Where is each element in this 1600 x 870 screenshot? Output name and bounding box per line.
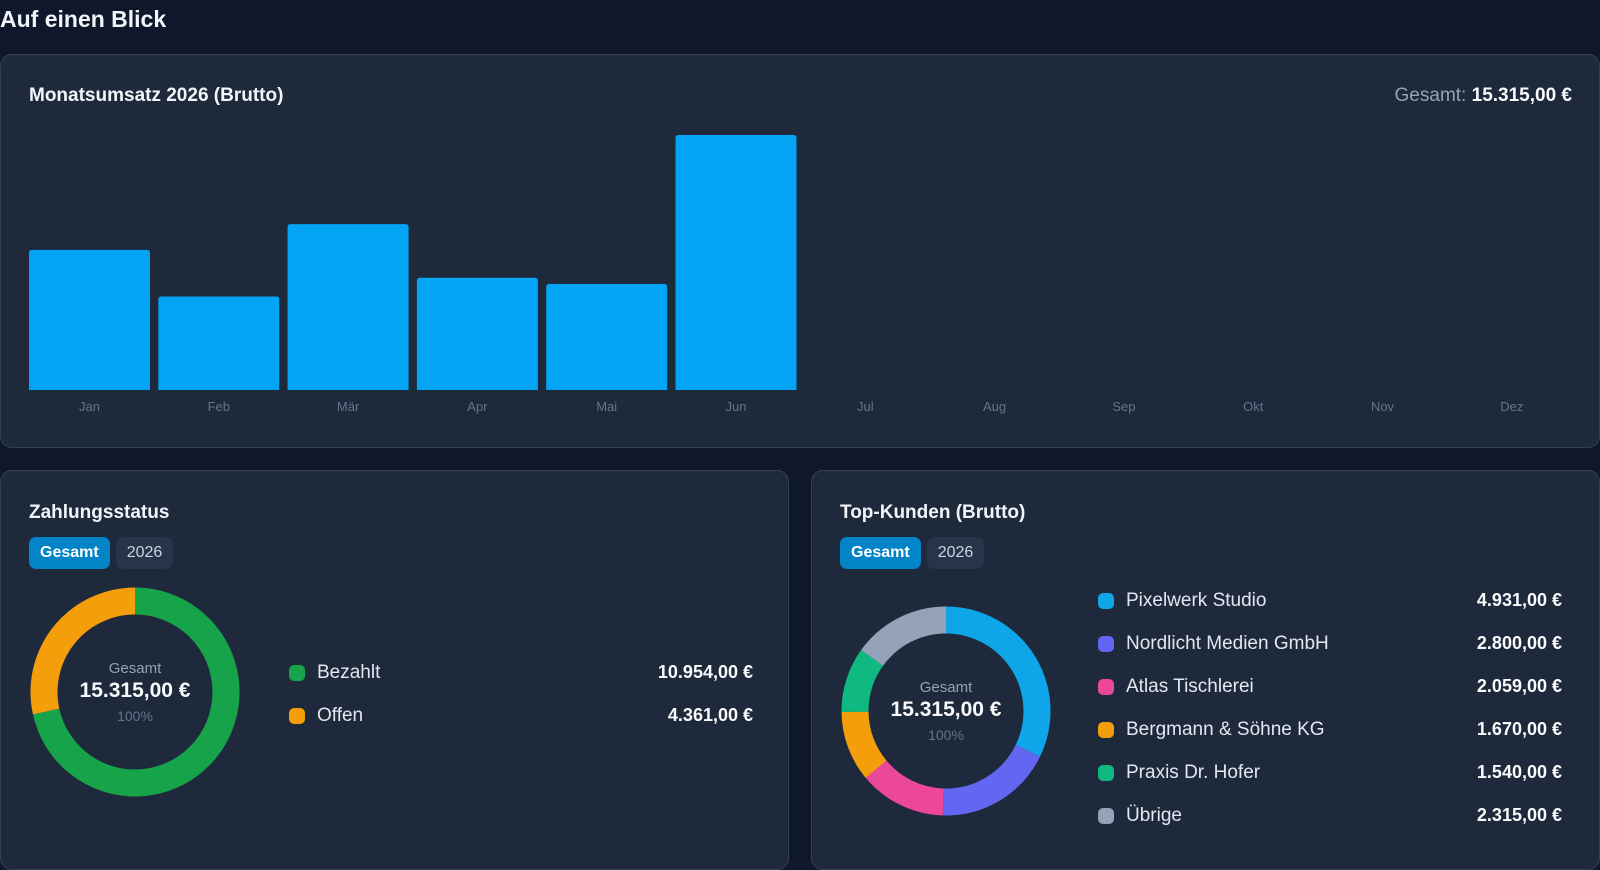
customers-donut-value: 15.315,00 € xyxy=(890,698,1002,721)
legend-item-value: 1.670,00 € xyxy=(1476,719,1562,739)
x-tick-label: Sep xyxy=(1112,399,1135,414)
legend-item-name: Pixelwerk Studio xyxy=(1126,589,1267,611)
x-tick-label: Jul xyxy=(857,399,874,414)
customers-donut-label: Gesamt xyxy=(919,679,973,696)
legend-item-customer: Übrige 2.315,00 € xyxy=(1098,794,1562,837)
payment-tab-gesamt[interactable]: Gesamt xyxy=(29,537,110,569)
x-tick-label: Apr xyxy=(467,399,488,414)
revenue-total-label: Gesamt: xyxy=(1394,85,1467,106)
x-tick-label: Aug xyxy=(983,399,1006,414)
x-tick-label: Mai xyxy=(596,399,617,414)
bar-feb[interactable] xyxy=(158,296,280,390)
x-tick-label: Jan xyxy=(79,399,100,414)
legend-item-bezahlt: Bezahlt 10.954,00 € xyxy=(289,651,753,694)
bar-apr[interactable] xyxy=(416,277,538,390)
legend-item-value: 2.800,00 € xyxy=(1476,633,1562,653)
customers-legend: Pixelwerk Studio 4.931,00 € Nordlicht Me… xyxy=(1098,579,1562,837)
payment-tab-2026[interactable]: 2026 xyxy=(115,537,174,569)
payment-donut-value: 15.315,00 € xyxy=(79,679,191,702)
payment-donut-chart: Gesamt 15.315,00 € 100% xyxy=(28,585,242,799)
monthly-revenue-card: Monatsumsatz 2026 (Brutto) Gesamt: 15.31… xyxy=(0,54,1600,448)
customers-tab-2026[interactable]: 2026 xyxy=(926,537,985,569)
legend-item-name: Offen xyxy=(317,704,364,726)
customers-donut-chart: Gesamt 15.315,00 € 100% xyxy=(839,604,1053,818)
customers-slice-5[interactable] xyxy=(841,606,1051,816)
revenue-card-title: Monatsumsatz 2026 (Brutto) xyxy=(29,85,284,106)
customers-slice-4[interactable] xyxy=(841,606,1051,816)
bar-jan[interactable] xyxy=(29,249,150,390)
legend-item-value: 4.931,00 € xyxy=(1476,590,1562,610)
legend-item-name: Bergmann & Söhne KG xyxy=(1126,718,1325,740)
legend-item-customer: Nordlicht Medien GmbH 2.800,00 € xyxy=(1098,622,1562,665)
monthly-revenue-bar-chart: Jan Feb Mär Apr Mai Jun Jul Aug Sep Okt Nov Dez xyxy=(29,135,1523,414)
payment-period-toggle: Gesamt 2026 xyxy=(29,537,174,569)
revenue-total-value: 15.315,00 € xyxy=(1471,85,1572,106)
legend-item-name: Bezahlt xyxy=(317,661,381,683)
payment-card-title: Zahlungsstatus xyxy=(29,502,170,523)
legend-item-name: Atlas Tischlerei xyxy=(1126,675,1254,697)
payment-donut-center: Gesamt 15.315,00 € 100% xyxy=(28,585,242,799)
legend-item-name: Nordlicht Medien GmbH xyxy=(1126,632,1329,654)
bezahlt-color-dot xyxy=(289,664,305,681)
page-title: Auf einen Blick xyxy=(0,6,167,32)
customer-color-dot xyxy=(1098,721,1114,738)
legend-item-customer: Bergmann & Söhne KG 1.670,00 € xyxy=(1098,708,1562,751)
legend-item-customer: Pixelwerk Studio 4.931,00 € xyxy=(1098,579,1562,622)
top-customers-card: Top-Kunden (Brutto) Gesamt 2026 Gesamt 1… xyxy=(811,470,1600,870)
customers-card-title: Top-Kunden (Brutto) xyxy=(840,502,1026,523)
customer-color-dot xyxy=(1098,635,1114,652)
payment-status-card: Zahlungsstatus Gesamt 2026 Gesamt 15.315… xyxy=(0,470,789,870)
bar-mär[interactable] xyxy=(287,224,409,390)
x-tick-label: Okt xyxy=(1243,399,1264,414)
customer-color-dot xyxy=(1098,807,1114,824)
payment-slice-1[interactable] xyxy=(30,587,240,797)
customers-donut-percent: 100% xyxy=(928,727,964,743)
customers-slice-1[interactable] xyxy=(841,606,1051,816)
legend-item-value: 4.361,00 € xyxy=(667,705,753,725)
customer-color-dot xyxy=(1098,764,1114,781)
payment-legend: Bezahlt 10.954,00 € Offen 4.361,00 € xyxy=(289,651,753,737)
x-tick-label: Jun xyxy=(726,399,747,414)
legend-item-value: 10.954,00 € xyxy=(657,662,753,682)
revenue-total: Gesamt: 15.315,00 € xyxy=(1395,85,1572,107)
customers-donut-center: Gesamt 15.315,00 € 100% xyxy=(839,604,1053,818)
legend-item-value: 2.315,00 € xyxy=(1476,805,1562,825)
customers-tab-gesamt[interactable]: Gesamt xyxy=(840,537,921,569)
customer-color-dot xyxy=(1098,678,1114,695)
payment-donut-percent: 100% xyxy=(117,708,153,724)
offen-color-dot xyxy=(289,707,305,724)
payment-donut-label: Gesamt xyxy=(108,660,162,677)
bar-jun[interactable] xyxy=(675,135,797,390)
legend-item-offen: Offen 4.361,00 € xyxy=(289,694,753,737)
customers-period-toggle: Gesamt 2026 xyxy=(840,537,985,569)
x-tick-label: Mär xyxy=(337,399,360,414)
x-tick-label: Nov xyxy=(1371,399,1395,414)
legend-item-name: Übrige xyxy=(1126,804,1182,826)
legend-item-name: Praxis Dr. Hofer xyxy=(1126,761,1261,783)
legend-item-customer: Atlas Tischlerei 2.059,00 € xyxy=(1098,665,1562,708)
bar-mai[interactable] xyxy=(546,284,668,390)
x-tick-label: Dez xyxy=(1500,399,1523,414)
customer-color-dot xyxy=(1098,592,1114,609)
legend-item-value: 1.540,00 € xyxy=(1476,762,1562,782)
legend-item-customer: Praxis Dr. Hofer 1.540,00 € xyxy=(1098,751,1562,794)
legend-item-value: 2.059,00 € xyxy=(1476,676,1562,696)
x-tick-label: Feb xyxy=(208,399,230,414)
